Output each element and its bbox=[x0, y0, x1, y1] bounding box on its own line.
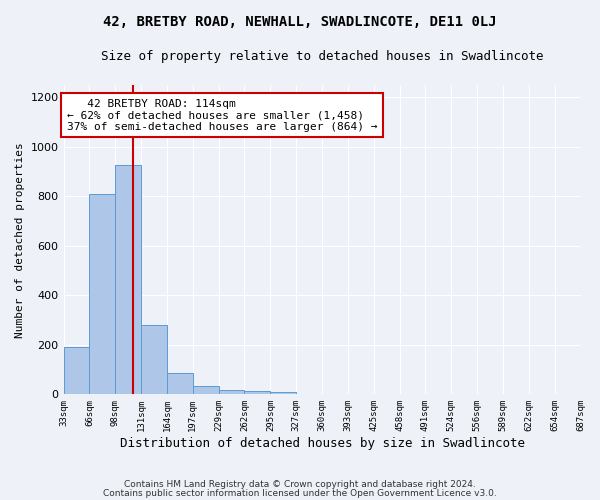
Text: 42, BRETBY ROAD, NEWHALL, SWADLINCOTE, DE11 0LJ: 42, BRETBY ROAD, NEWHALL, SWADLINCOTE, D… bbox=[103, 15, 497, 29]
Bar bbox=[89, 194, 115, 394]
Bar bbox=[64, 348, 89, 395]
Bar bbox=[115, 166, 141, 394]
Bar bbox=[244, 392, 271, 394]
Text: Contains HM Land Registry data © Crown copyright and database right 2024.: Contains HM Land Registry data © Crown c… bbox=[124, 480, 476, 489]
Text: Contains public sector information licensed under the Open Government Licence v3: Contains public sector information licen… bbox=[103, 488, 497, 498]
Title: Size of property relative to detached houses in Swadlincote: Size of property relative to detached ho… bbox=[101, 50, 543, 63]
Bar bbox=[193, 386, 218, 394]
Bar bbox=[167, 374, 193, 394]
Bar bbox=[271, 392, 296, 394]
Text: 42 BRETBY ROAD: 114sqm
← 62% of detached houses are smaller (1,458)
37% of semi-: 42 BRETBY ROAD: 114sqm ← 62% of detached… bbox=[67, 98, 377, 132]
X-axis label: Distribution of detached houses by size in Swadlincote: Distribution of detached houses by size … bbox=[119, 437, 524, 450]
Y-axis label: Number of detached properties: Number of detached properties bbox=[15, 142, 25, 338]
Bar bbox=[141, 325, 167, 394]
Bar bbox=[218, 390, 244, 394]
